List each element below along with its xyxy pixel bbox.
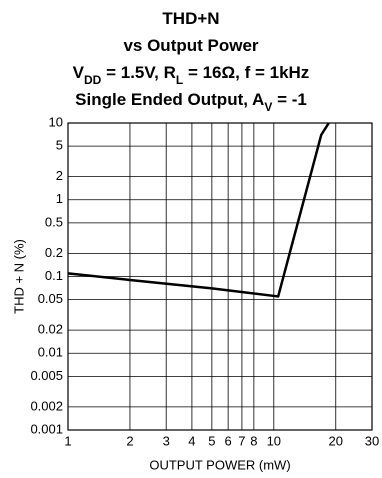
title-subscript: V xyxy=(264,100,272,114)
title-text: Single Ended Output, A xyxy=(75,90,264,109)
x-tick-label: 30 xyxy=(365,433,379,448)
x-tick-label: 4 xyxy=(188,433,195,448)
plot-frame xyxy=(67,122,373,431)
title-subscript: L xyxy=(176,73,183,87)
y-axis-label: THD + N (%) xyxy=(11,239,26,314)
y-tick-label: 0.1 xyxy=(45,268,63,283)
title-text: vs Output Power xyxy=(123,36,258,55)
y-tick-label: 0.001 xyxy=(30,421,63,436)
x-tick-label: 8 xyxy=(250,433,257,448)
x-tick-label: 20 xyxy=(329,433,343,448)
x-tick-label: 2 xyxy=(126,433,133,448)
title-subscript: DD xyxy=(84,73,102,87)
title-text: THD+N xyxy=(162,9,219,28)
y-tick-label: 0.005 xyxy=(30,368,63,383)
y-tick-label: 1 xyxy=(56,191,63,206)
chart-title: VDD​ = 1.5V, RL​ = 16Ω, f = 1kHz xyxy=(73,63,310,87)
y-tick-label: 5 xyxy=(56,138,63,153)
title-text: = 1.5V, R xyxy=(101,63,176,82)
y-tick-label: 0.02 xyxy=(38,322,63,337)
y-tick-label: 0.05 xyxy=(38,291,63,306)
chart-title: THD+N xyxy=(162,9,219,28)
x-tick-label: 6 xyxy=(225,433,232,448)
x-tick-label: 7 xyxy=(238,433,245,448)
y-tick-label: 2 xyxy=(56,168,63,183)
x-tick-label: 3 xyxy=(163,433,170,448)
y-tick-label: 10 xyxy=(49,114,63,129)
x-tick-label: 10 xyxy=(267,433,281,448)
y-tick-label: 0.01 xyxy=(38,345,63,360)
y-tick-label: 0.2 xyxy=(45,245,63,260)
x-tick-label: 5 xyxy=(208,433,215,448)
x-axis-label: OUTPUT POWER (mW) xyxy=(149,457,290,472)
x-tick-label: 1 xyxy=(64,433,71,448)
title-text: = -1 xyxy=(272,90,307,109)
y-tick-label: 0.5 xyxy=(45,214,63,229)
title-text: V xyxy=(73,63,85,82)
chart-title: vs Output Power xyxy=(123,36,258,55)
data-line xyxy=(67,122,330,298)
title-text: = 16Ω, f = 1kHz xyxy=(183,63,309,82)
chart-title: Single Ended Output, AV​ = -1 xyxy=(75,90,307,114)
y-tick-label: 0.002 xyxy=(30,398,63,413)
